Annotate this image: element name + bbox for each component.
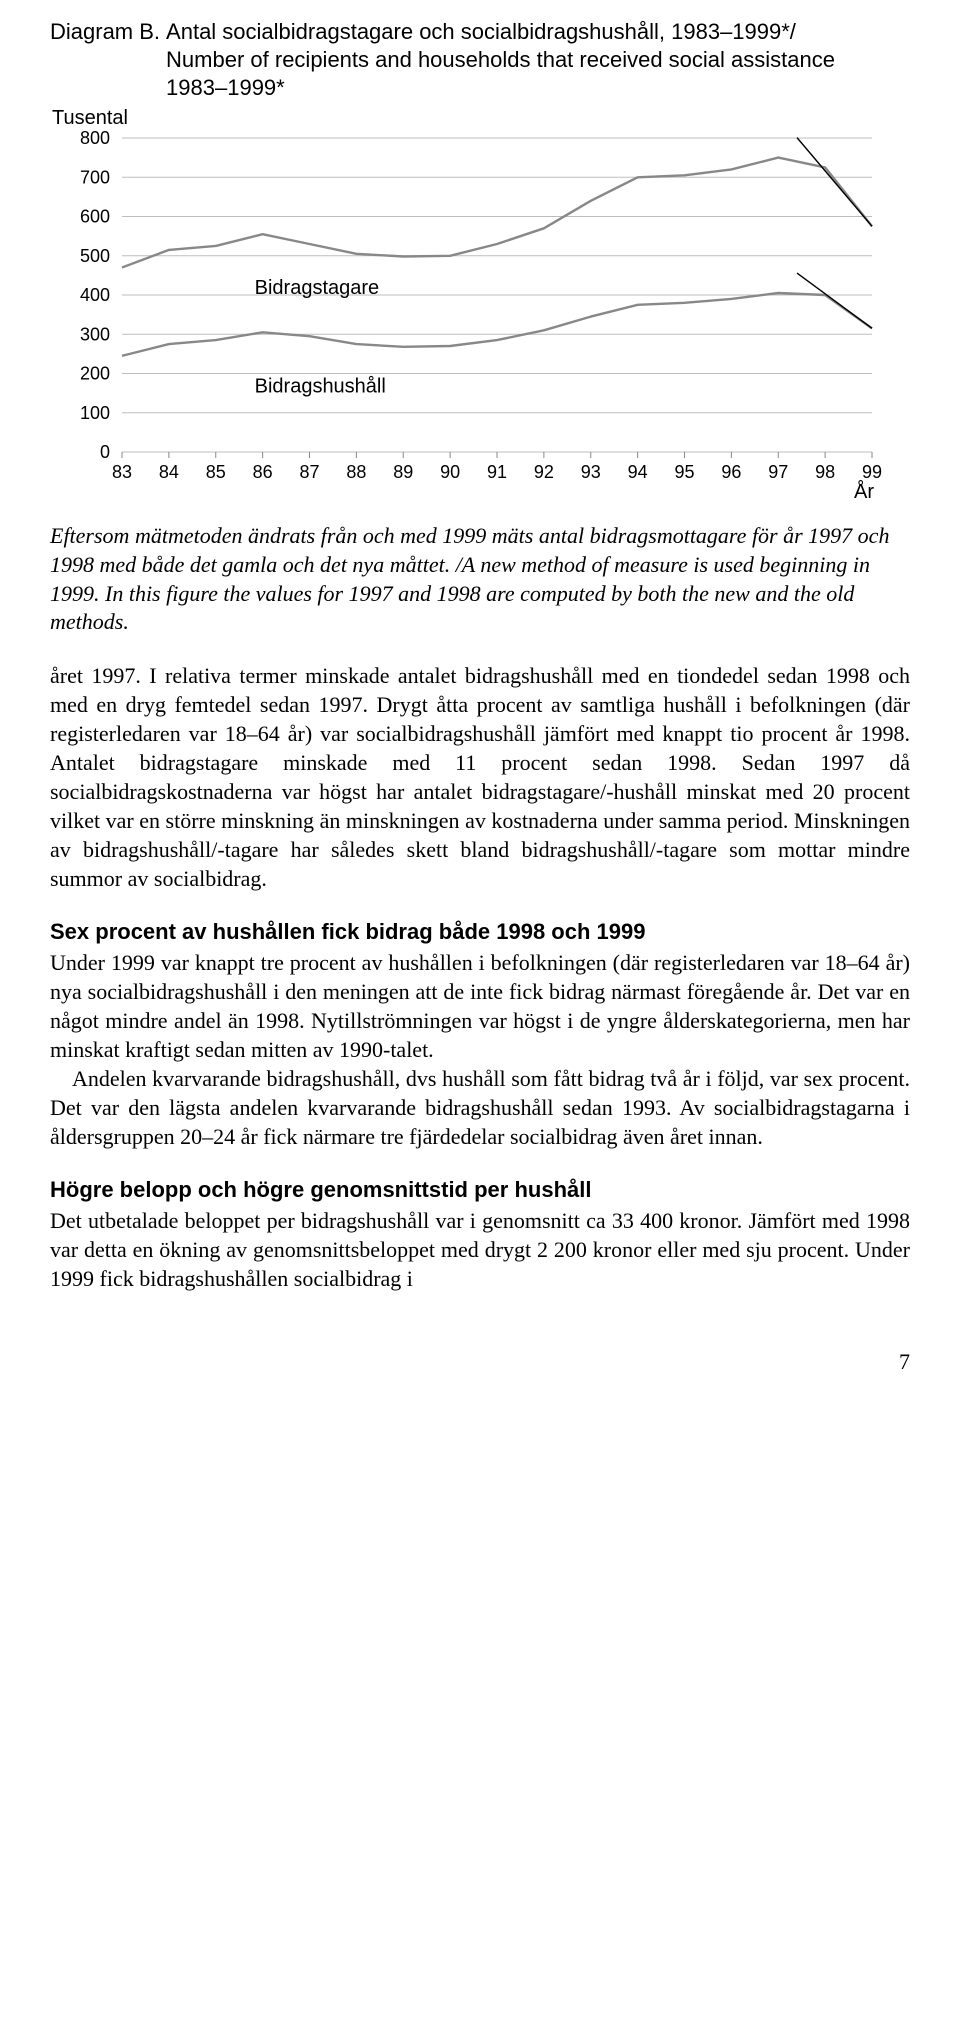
svg-text:600: 600 bbox=[80, 207, 110, 227]
svg-text:93: 93 bbox=[581, 462, 601, 482]
svg-text:200: 200 bbox=[80, 364, 110, 384]
paragraph-4: Det utbetalade beloppet per bidragshushå… bbox=[50, 1206, 910, 1293]
svg-text:År: År bbox=[854, 480, 874, 503]
subheading-1: Sex procent av hushållen fick bidrag båd… bbox=[50, 917, 910, 946]
svg-text:500: 500 bbox=[80, 246, 110, 266]
figure-heading: Diagram B. Antal socialbidragstagare och… bbox=[50, 18, 910, 102]
figure-title-en-2: 1983–1999* bbox=[166, 74, 910, 102]
svg-text:89: 89 bbox=[393, 462, 413, 482]
figure-caption-note: Eftersom mätmetoden ändrats från och med… bbox=[50, 522, 910, 636]
paragraph-1: året 1997. I relativa termer minskade an… bbox=[50, 661, 910, 893]
svg-text:100: 100 bbox=[80, 403, 110, 423]
svg-text:96: 96 bbox=[721, 462, 741, 482]
svg-text:300: 300 bbox=[80, 325, 110, 345]
svg-text:Bidragstagare: Bidragstagare bbox=[255, 278, 380, 300]
svg-text:94: 94 bbox=[628, 462, 648, 482]
svg-text:0: 0 bbox=[100, 442, 110, 462]
paragraph-3: Andelen kvarvarande bidragshushåll, dvs … bbox=[50, 1064, 910, 1151]
svg-text:98: 98 bbox=[815, 462, 835, 482]
svg-text:95: 95 bbox=[674, 462, 694, 482]
svg-text:97: 97 bbox=[768, 462, 788, 482]
svg-text:99: 99 bbox=[862, 462, 882, 482]
svg-text:87: 87 bbox=[299, 462, 319, 482]
svg-text:84: 84 bbox=[159, 462, 179, 482]
svg-text:88: 88 bbox=[346, 462, 366, 482]
paragraph-2: Under 1999 var knappt tre procent av hus… bbox=[50, 948, 910, 1064]
svg-text:83: 83 bbox=[112, 462, 132, 482]
svg-text:Bidragshushåll: Bidragshushåll bbox=[255, 376, 386, 398]
figure-title-block: Antal socialbidragstagare och socialbidr… bbox=[166, 18, 910, 102]
svg-text:Tusental: Tusental bbox=[52, 108, 128, 129]
figure-title-en-1: Number of recipients and households that… bbox=[166, 46, 910, 74]
svg-text:800: 800 bbox=[80, 128, 110, 148]
subheading-2: Högre belopp och högre genomsnittstid pe… bbox=[50, 1175, 910, 1204]
svg-text:91: 91 bbox=[487, 462, 507, 482]
chart-svg: 0 100 200 300 400 500 600 700 800 83 84 85 86 87 88 89 9… bbox=[50, 108, 890, 508]
page-number: 7 bbox=[50, 1347, 910, 1376]
svg-text:92: 92 bbox=[534, 462, 554, 482]
svg-text:400: 400 bbox=[80, 285, 110, 305]
svg-text:86: 86 bbox=[253, 462, 273, 482]
figure-label: Diagram B. bbox=[50, 18, 166, 46]
figure-title-sv: Antal socialbidragstagare och socialbidr… bbox=[166, 18, 910, 46]
line-chart: 0 100 200 300 400 500 600 700 800 83 84 85 86 87 88 89 9… bbox=[50, 108, 910, 508]
svg-text:90: 90 bbox=[440, 462, 460, 482]
svg-text:700: 700 bbox=[80, 168, 110, 188]
svg-text:85: 85 bbox=[206, 462, 226, 482]
